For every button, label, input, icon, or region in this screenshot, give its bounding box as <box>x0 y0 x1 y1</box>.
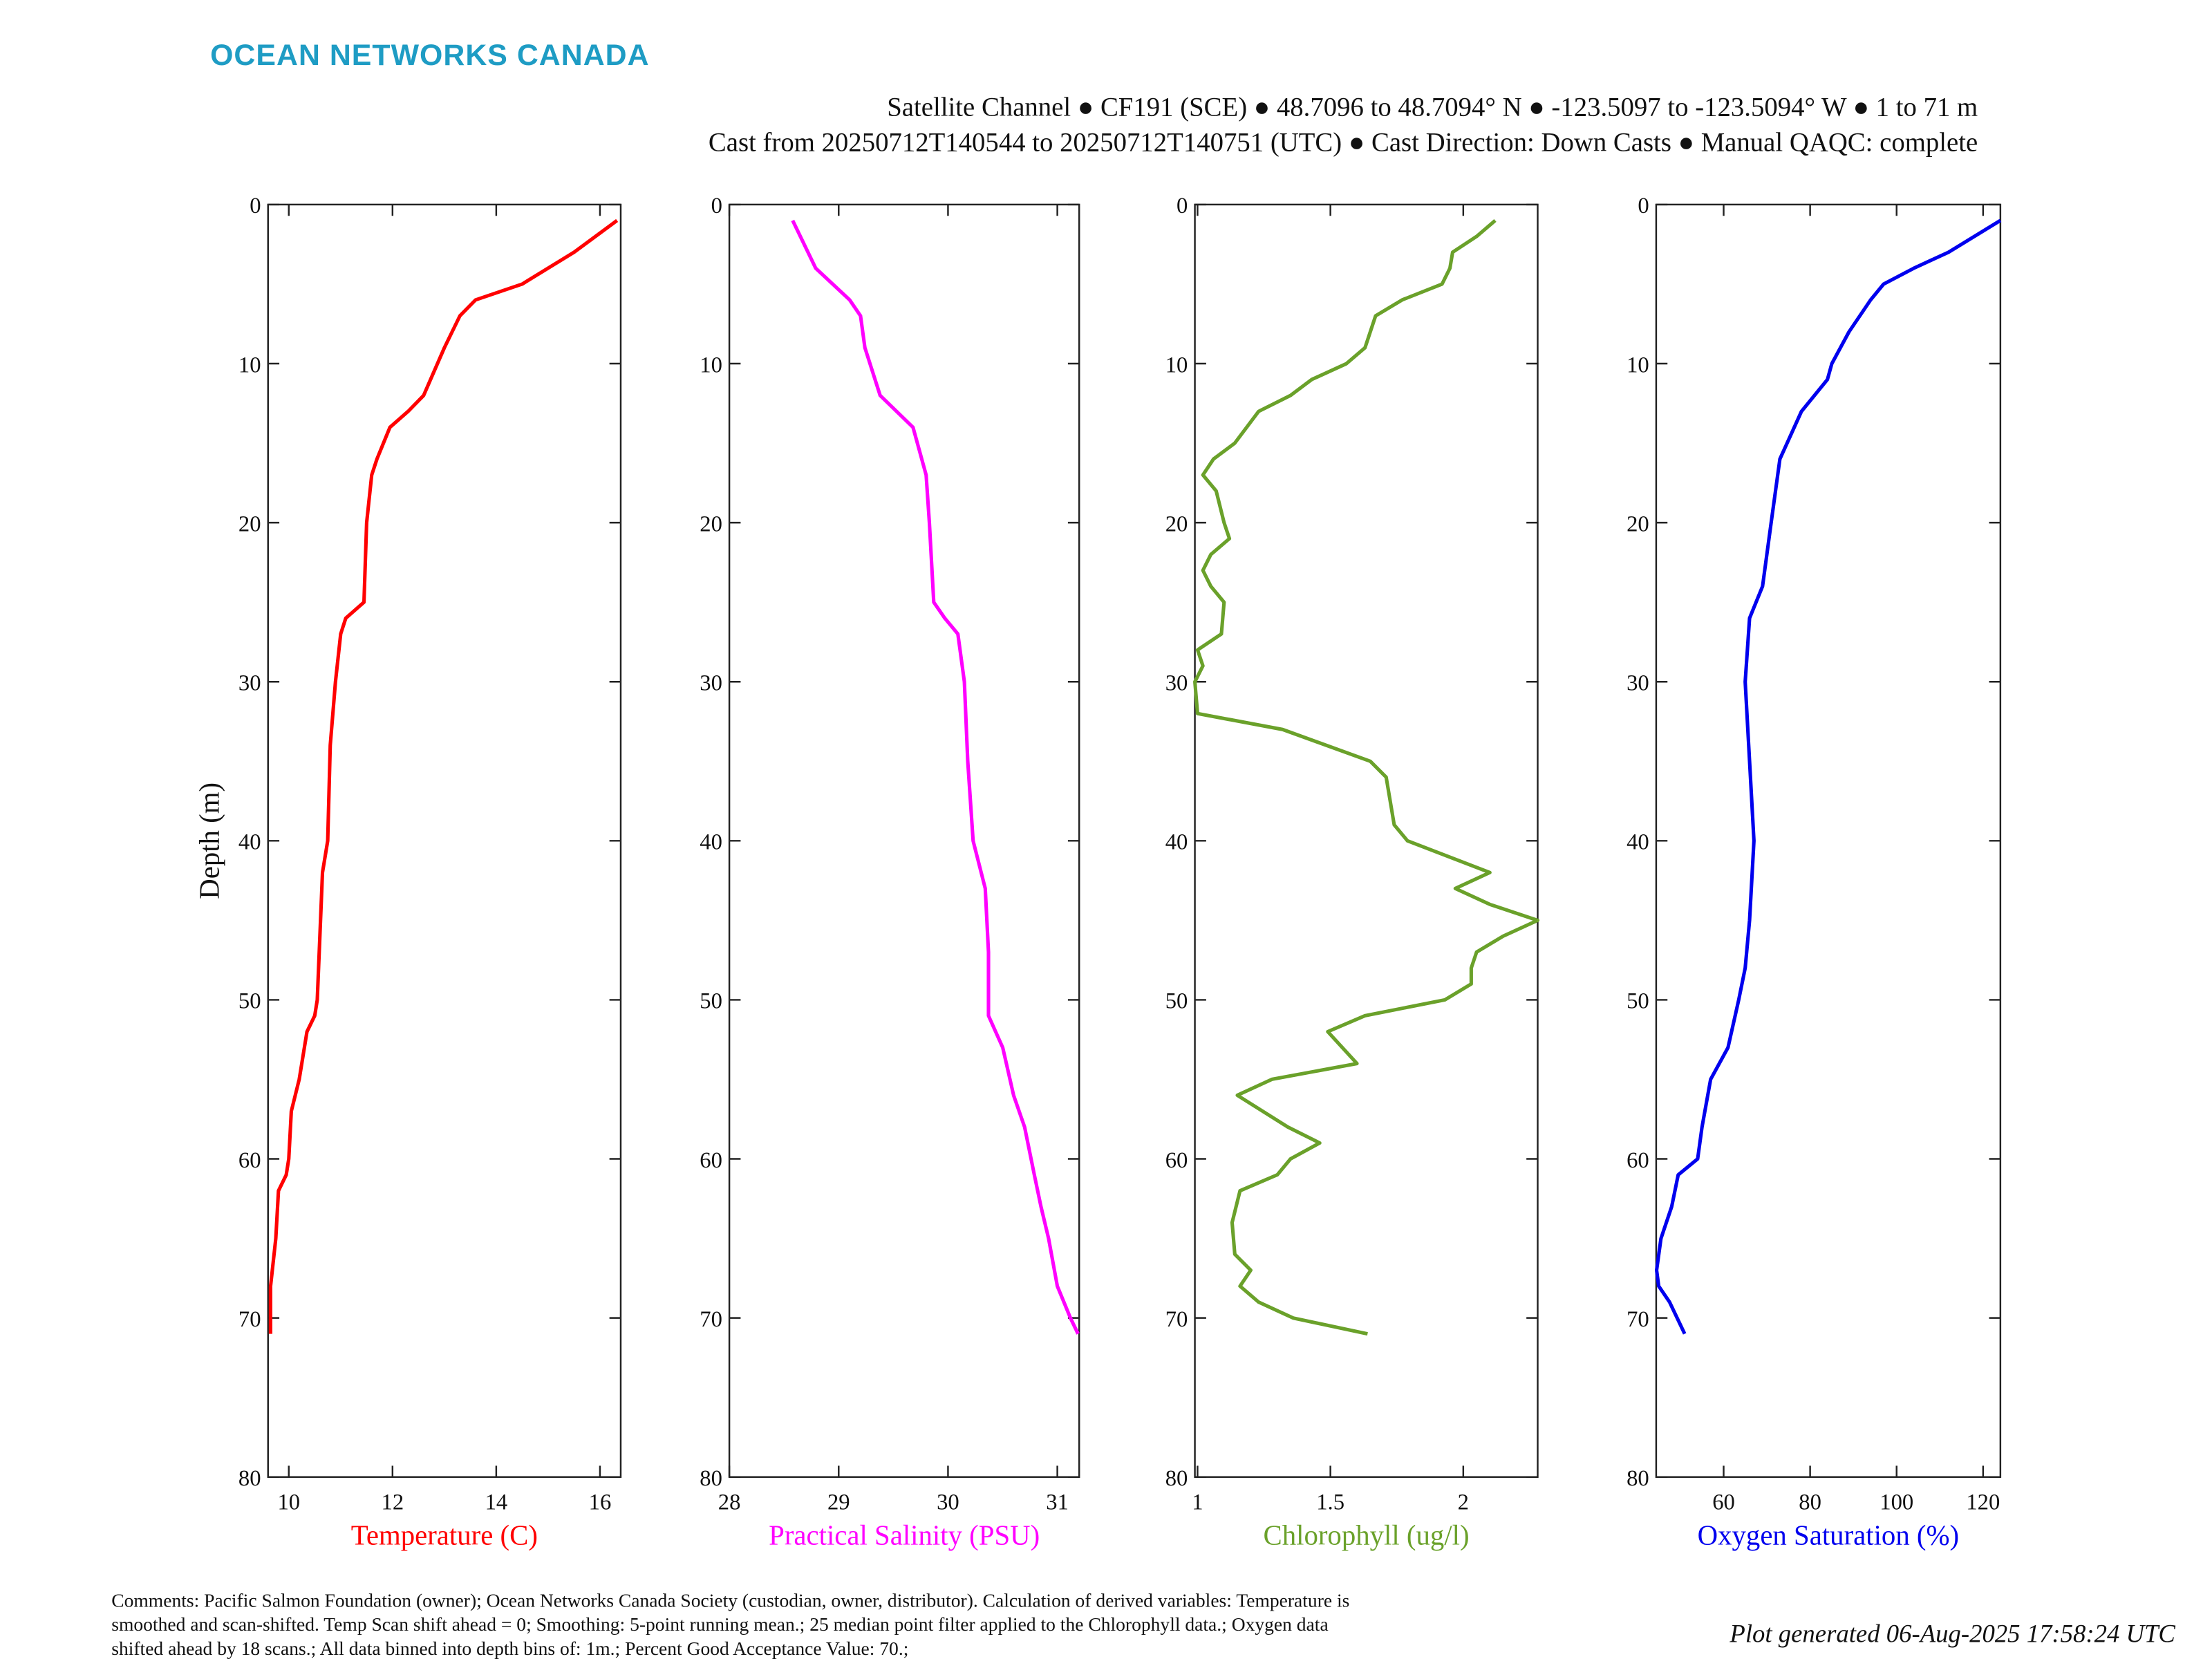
y-tick-label: 0 <box>250 194 261 218</box>
x-tick-label: 28 <box>718 1490 741 1515</box>
y-axis-label: Depth (m) <box>194 782 225 899</box>
profile-line <box>1654 218 2002 1335</box>
y-tick-label: 40 <box>1165 830 1188 855</box>
comment-line: smoothed and scan-shifted. Temp Scan shi… <box>111 1613 1328 1635</box>
y-tick-label: 10 <box>700 353 722 377</box>
x-tick-label: 29 <box>827 1490 850 1515</box>
x-tick-label: 16 <box>589 1490 612 1515</box>
y-tick-label: 30 <box>1627 671 1649 695</box>
logo: OCEAN NETWORKS CANADA <box>210 39 650 72</box>
x-tick-label: 120 <box>1966 1490 2000 1515</box>
y-tick-label: 70 <box>1165 1307 1188 1332</box>
subtitle: Cast from 20250712T140544 to 20250712T14… <box>709 127 1978 157</box>
subtitle: Satellite Channel ● CF191 (SCE) ● 48.709… <box>887 92 1978 122</box>
y-tick-label: 60 <box>1165 1148 1188 1173</box>
y-tick-label: 70 <box>1627 1307 1649 1332</box>
x-tick-label: 80 <box>1799 1490 1821 1515</box>
y-tick-label: 0 <box>711 194 722 218</box>
axes-frame <box>267 203 622 1478</box>
y-tick-label: 60 <box>238 1148 261 1173</box>
y-tick-label: 80 <box>238 1466 261 1491</box>
profile-line <box>791 219 1080 1335</box>
comment-line: shifted ahead by 18 scans.; All data bin… <box>111 1638 908 1659</box>
y-tick-label: 40 <box>238 830 261 855</box>
x-tick-label: 30 <box>937 1490 959 1515</box>
x-tick-label: 31 <box>1046 1490 1069 1515</box>
axes-frame <box>1655 203 2002 1478</box>
y-tick-label: 80 <box>700 1466 722 1491</box>
generated-note: Plot generated 06-Aug-2025 17:58:24 UTC <box>1729 1620 2175 1648</box>
x-tick-label: 2 <box>1458 1490 1469 1515</box>
x-tick-label: 12 <box>382 1490 404 1515</box>
y-tick-label: 10 <box>238 353 261 377</box>
profile-line <box>1193 219 1540 1336</box>
axes-frame <box>1194 203 1539 1478</box>
y-tick-label: 60 <box>700 1148 722 1173</box>
y-tick-label: 20 <box>238 512 261 536</box>
x-tick-label: 60 <box>1712 1490 1735 1515</box>
y-tick-label: 40 <box>700 830 722 855</box>
y-tick-label: 20 <box>1165 512 1188 536</box>
x-tick-label: 14 <box>485 1490 508 1515</box>
y-tick-label: 50 <box>700 989 722 1014</box>
y-tick-label: 40 <box>1627 830 1649 855</box>
x-tick-label: 100 <box>1880 1490 1913 1515</box>
x-axis-label: Temperature (C) <box>351 1520 538 1551</box>
y-tick-label: 30 <box>238 671 261 695</box>
y-tick-label: 20 <box>700 512 722 536</box>
y-tick-label: 0 <box>1177 194 1188 218</box>
comment-line: Comments: Pacific Salmon Foundation (own… <box>111 1589 1349 1611</box>
x-tick-label: 1.5 <box>1316 1490 1344 1515</box>
y-tick-label: 30 <box>1165 671 1188 695</box>
y-tick-label: 10 <box>1165 353 1188 377</box>
profile-line <box>268 218 619 1334</box>
x-tick-label: 10 <box>277 1490 300 1515</box>
y-tick-label: 10 <box>1627 353 1649 377</box>
x-tick-label: 1 <box>1192 1490 1203 1515</box>
axes-frame <box>728 203 1080 1478</box>
x-axis-label: Practical Salinity (PSU) <box>769 1520 1040 1551</box>
y-tick-label: 60 <box>1627 1148 1649 1173</box>
y-tick-label: 0 <box>1638 194 1649 218</box>
y-tick-label: 80 <box>1627 1466 1649 1491</box>
y-tick-label: 70 <box>238 1307 261 1332</box>
y-tick-label: 50 <box>1165 989 1188 1014</box>
x-axis-label: Oxygen Saturation (%) <box>1698 1520 1959 1551</box>
y-tick-label: 50 <box>238 989 261 1014</box>
x-axis-label: Chlorophyll (ug/l) <box>1264 1520 1470 1551</box>
y-tick-label: 80 <box>1165 1466 1188 1491</box>
y-tick-label: 30 <box>700 671 722 695</box>
y-tick-label: 50 <box>1627 989 1649 1014</box>
y-tick-label: 20 <box>1627 512 1649 536</box>
y-tick-label: 70 <box>700 1307 722 1332</box>
